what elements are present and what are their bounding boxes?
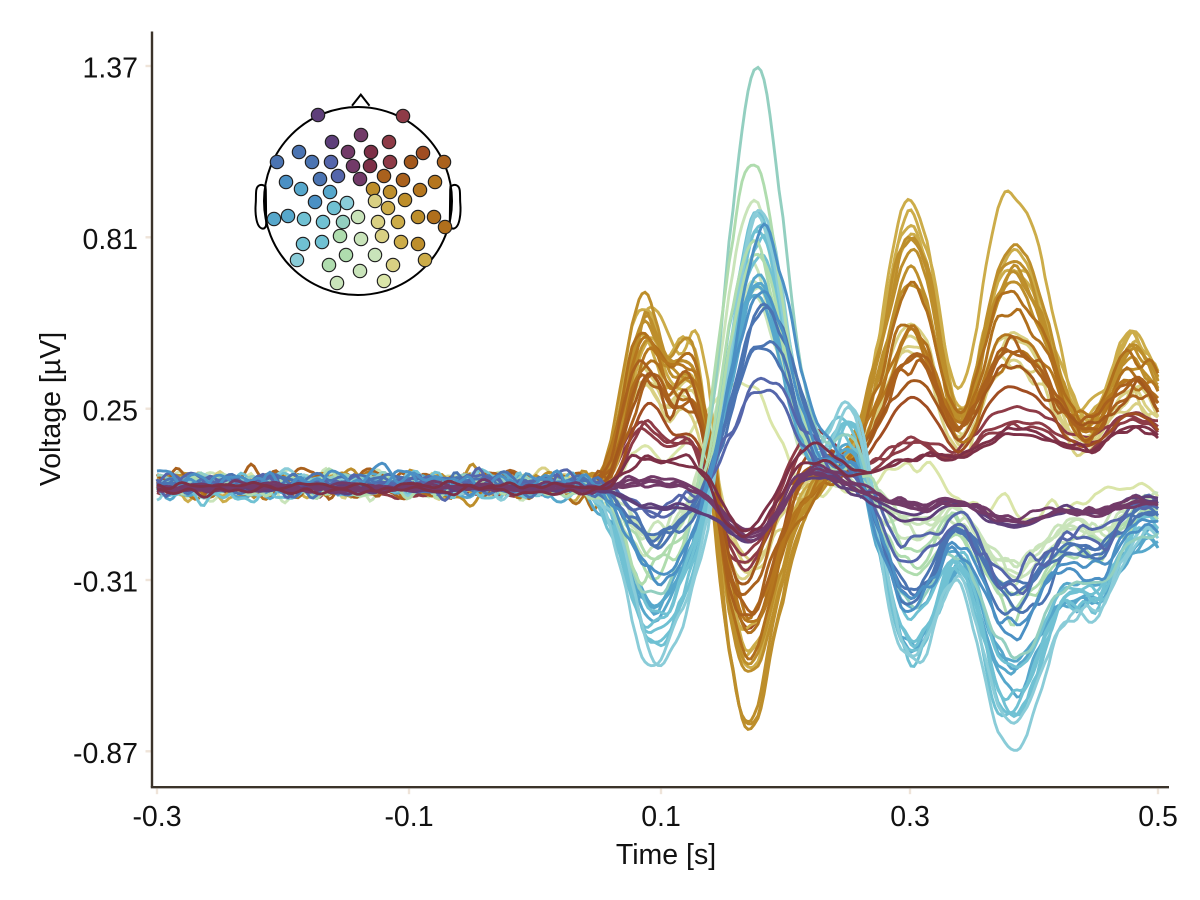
svg-text:1.37: 1.37 (83, 53, 138, 85)
svg-text:0.25: 0.25 (83, 395, 138, 427)
svg-text:0.3: 0.3 (890, 801, 930, 833)
svg-text:-0.3: -0.3 (132, 801, 181, 833)
svg-text:0.5: 0.5 (1138, 801, 1178, 833)
svg-text:0.81: 0.81 (83, 224, 138, 256)
svg-text:Time [s]: Time [s] (616, 839, 716, 871)
svg-text:0.1: 0.1 (641, 801, 681, 833)
svg-text:-0.87: -0.87 (73, 738, 138, 770)
svg-text:-0.1: -0.1 (384, 801, 433, 833)
svg-text:Voltage [µV]: Voltage [µV] (35, 332, 67, 486)
svg-text:-0.31: -0.31 (73, 567, 138, 599)
